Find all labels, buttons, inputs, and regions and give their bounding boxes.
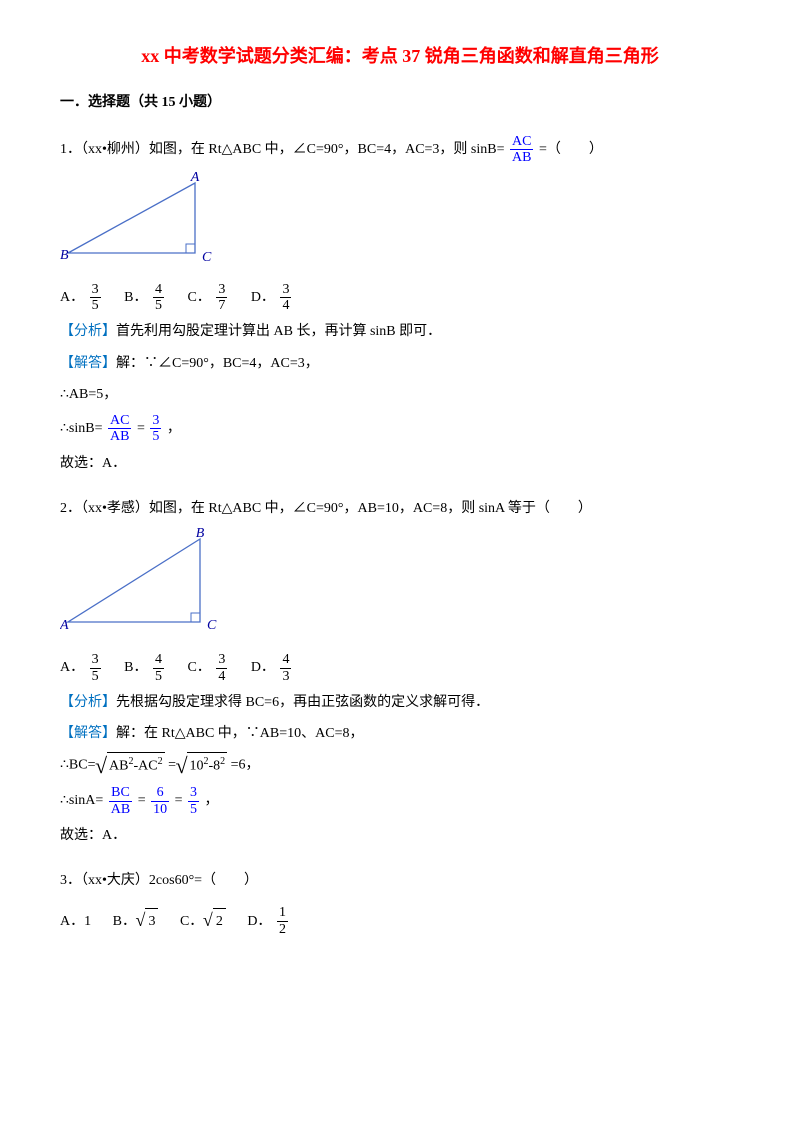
q1-analysis: 【分析】首先利用勾股定理计算出 AB 长，再计算 sinB 即可． (60, 319, 740, 344)
q1-pick: 故选：A． (60, 451, 740, 476)
q1-opt-c: C． 37 (187, 290, 232, 305)
q2-analysis: 【分析】先根据勾股定理求得 BC=6，再由正弦函数的定义求解可得． (60, 690, 740, 715)
svg-text:B: B (60, 248, 69, 263)
q2-options: A． 35 B． 45 C． 34 D． 43 (60, 652, 740, 684)
q2-answer-l1: 【解答】解：在 Rt△ABC 中，∵AB=10、AC=8， (60, 721, 740, 746)
q2-opt-d: D． 43 (251, 660, 294, 675)
svg-text:B: B (196, 527, 205, 541)
q2-opt-b: B． 45 (124, 660, 169, 675)
q1-stem-b: =（ ） (539, 142, 603, 157)
q3-stem: 3．（xx•大庆）2cos60°=（ ） (60, 868, 740, 893)
q2-sin-line: ∴sinA= BCAB = 610 = 35 ， (60, 785, 740, 817)
q1-answer-l3: ∴sinB= ACAB = 35 ， (60, 413, 740, 445)
page-title: xx 中考数学试题分类汇编：考点 37 锐角三角函数和解直角三角形 (60, 40, 740, 72)
q1-stem: 1．（xx•柳州）如图，在 Rt△ABC 中，∠C=90°，BC=4，AC=3，… (60, 134, 740, 166)
q3-opt-a: A．1 (60, 914, 95, 929)
svg-text:A: A (190, 171, 200, 185)
q2-triangle: B A C (60, 527, 740, 646)
q3-opt-c: C． √ 2 (180, 914, 229, 929)
svg-text:C: C (202, 250, 212, 265)
q2-stem: 2．（xx•孝感）如图，在 Rt△ABC 中，∠C=90°，AB=10，AC=8… (60, 496, 740, 521)
q1-options: A． 35 B． 45 C． 37 D． 34 (60, 282, 740, 314)
q1-stem-frac: AC AB (510, 134, 533, 166)
q1-stem-a: 1．（xx•柳州）如图，在 Rt△ABC 中，∠C=90°，BC=4，AC=3，… (60, 142, 505, 157)
q1-opt-a: A． 35 (60, 290, 106, 305)
q1-answer-l1: 【解答】解：∵∠C=90°，BC=4，AC=3， (60, 351, 740, 376)
q2-opt-a: A． 35 (60, 660, 106, 675)
q1-triangle: A B C (60, 171, 740, 275)
q2-bc-line: ∴BC= √ AB2-AC2 = √ 102-82 =6， (60, 752, 740, 779)
q3-opt-b: B． √ 3 (113, 914, 162, 929)
q1-opt-d: D． 34 (251, 290, 294, 305)
q3-opt-d: D． 12 (247, 914, 290, 929)
q1-answer-l2: ∴AB=5， (60, 382, 740, 407)
section-heading: 一．选择题（共 15 小题） (60, 90, 740, 115)
svg-text:C: C (207, 618, 217, 633)
svg-text:A: A (60, 618, 69, 633)
analysis-label: 【分析】 (60, 324, 116, 339)
q1-opt-b: B． 45 (124, 290, 169, 305)
q2-pick: 故选：A． (60, 823, 740, 848)
q3-options: A．1 B． √ 3 C． √ 2 D． 12 (60, 905, 740, 937)
q2-opt-c: C． 34 (187, 660, 232, 675)
answer-label: 【解答】 (60, 356, 116, 371)
